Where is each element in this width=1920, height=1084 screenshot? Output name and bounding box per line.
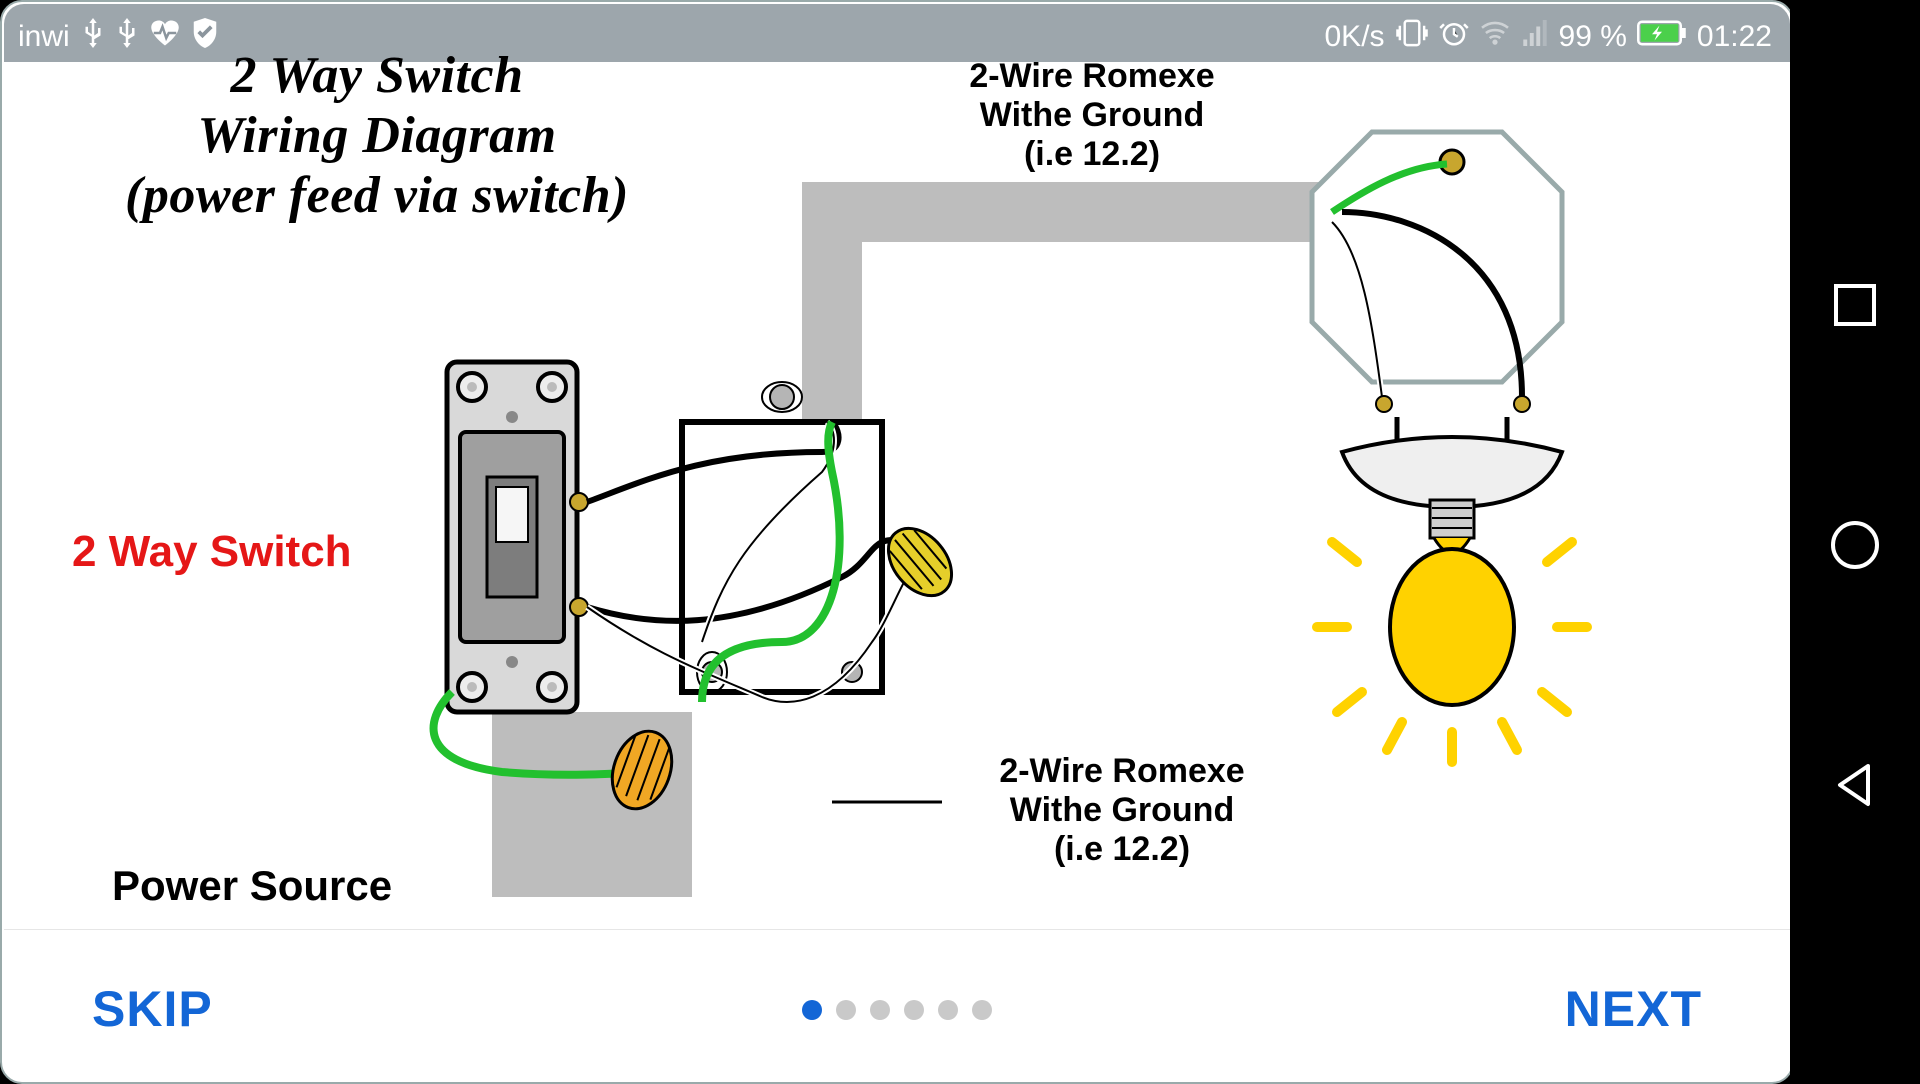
home-button[interactable]: [1828, 518, 1882, 577]
wire-nut: [876, 516, 965, 608]
android-nav-bar: [1790, 0, 1920, 1080]
lamp: [1317, 437, 1587, 762]
next-button[interactable]: NEXT: [1565, 980, 1702, 1038]
page-indicator: [802, 1000, 992, 1020]
app-screen: inwi 0K/s: [0, 0, 1794, 1084]
slide-content: 2 Way Switch Wiring Diagram (power feed …: [2, 2, 1792, 932]
onboarding-footer: SKIP NEXT: [4, 929, 1790, 1080]
fixture-box: [1312, 132, 1562, 452]
wiring-diagram: [2, 2, 1792, 932]
pager-dot[interactable]: [836, 1000, 856, 1020]
pager-dot[interactable]: [904, 1000, 924, 1020]
pager-dot[interactable]: [870, 1000, 890, 1020]
pager-dot[interactable]: [972, 1000, 992, 1020]
recent-apps-button[interactable]: [1830, 280, 1880, 335]
switch: [447, 362, 588, 712]
skip-button[interactable]: SKIP: [92, 980, 213, 1038]
pager-dot[interactable]: [938, 1000, 958, 1020]
back-button[interactable]: [1830, 760, 1880, 815]
pager-dot[interactable]: [802, 1000, 822, 1020]
